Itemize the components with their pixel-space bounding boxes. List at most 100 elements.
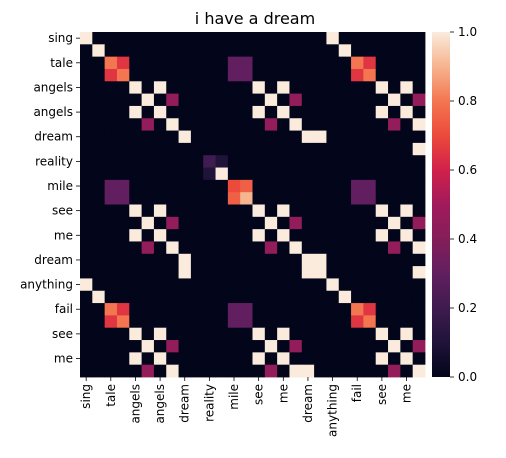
heatmap-cell: [301, 216, 315, 230]
heatmap-cell: [166, 216, 179, 230]
heatmap-cell: [80, 303, 93, 316]
heatmap-cell: [215, 303, 229, 316]
heatmap-cell: [388, 278, 401, 292]
heatmap-cell: [104, 118, 118, 131]
heatmap-cell: [363, 155, 377, 168]
heatmap-cell: [80, 278, 93, 292]
heatmap-cell: [178, 216, 192, 230]
heatmap-cell: [314, 192, 327, 205]
heatmap-cell: [363, 32, 377, 45]
heatmap-cell: [277, 204, 290, 218]
heatmap-cell: [400, 32, 414, 45]
heatmap-cell: [277, 56, 290, 70]
heatmap-cell: [166, 303, 179, 316]
heatmap-cell: [301, 81, 315, 95]
heatmap-cell: [277, 105, 290, 119]
heatmap-cell: [351, 315, 364, 329]
heatmap-cell: [104, 241, 118, 255]
heatmap-cell: [326, 315, 340, 329]
heatmap-cell: [203, 68, 216, 82]
heatmap-cell: [153, 81, 167, 95]
x-tick-label: reality: [202, 384, 216, 422]
heatmap-cell: [240, 81, 253, 95]
heatmap-cell: [215, 179, 229, 193]
heatmap-cell: [178, 32, 192, 45]
y-tick-label: fail: [55, 302, 73, 316]
heatmap-cell: [240, 303, 253, 316]
heatmap-cell: [277, 130, 290, 144]
heatmap-cell: [338, 93, 352, 107]
heatmap-cell: [326, 56, 340, 70]
heatmap-cell: [289, 155, 303, 168]
heatmap-cell: [375, 290, 389, 304]
heatmap-cell: [338, 142, 352, 156]
heatmap-cell: [129, 290, 143, 304]
heatmap-cell: [375, 303, 389, 316]
heatmap-cell: [400, 56, 414, 70]
heatmap-cell: [104, 315, 118, 329]
heatmap-cell: [388, 68, 401, 82]
heatmap-cell: [400, 315, 414, 329]
heatmap-cell: [301, 130, 315, 144]
heatmap-cell: [314, 32, 327, 45]
heatmap-cell: [227, 192, 241, 205]
heatmap-cell: [412, 253, 426, 267]
heatmap-cell: [80, 266, 93, 279]
heatmap-cell: [277, 352, 290, 366]
heatmap-cell: [166, 81, 179, 95]
heatmap-cell: [264, 315, 278, 329]
heatmap-cell: [227, 105, 241, 119]
heatmap-cell: [277, 167, 290, 181]
heatmap-cell: [326, 216, 340, 230]
heatmap-cell: [178, 327, 192, 341]
heatmap-cell: [338, 130, 352, 144]
heatmap-cell: [240, 241, 253, 255]
heatmap-cell: [363, 253, 377, 267]
heatmap-cell: [252, 278, 266, 292]
heatmap-cell: [190, 179, 204, 193]
x-tick-label: fail: [350, 384, 364, 402]
heatmap-cell: [412, 179, 426, 193]
heatmap-cell: [326, 364, 340, 378]
heatmap-cell: [240, 118, 253, 131]
heatmap-cell: [400, 44, 414, 58]
heatmap-cell: [227, 364, 241, 378]
heatmap-cell: [252, 142, 266, 156]
heatmap-cell: [363, 352, 377, 366]
heatmap-cell: [129, 364, 143, 378]
heatmap-cell: [240, 192, 253, 205]
x-tick-label: dream: [301, 384, 315, 423]
heatmap-cell: [388, 142, 401, 156]
heatmap-cell: [203, 81, 216, 95]
heatmap-cell: [153, 93, 167, 107]
heatmap-cell: [314, 68, 327, 82]
heatmap-cell: [388, 253, 401, 267]
heatmap-cell: [104, 204, 118, 218]
heatmap-cell: [215, 204, 229, 218]
heatmap-cell: [400, 278, 414, 292]
heatmap-cell: [141, 290, 155, 304]
heatmap-cell: [227, 327, 241, 341]
heatmap-cell: [338, 155, 352, 168]
heatmap-cell: [363, 229, 377, 242]
heatmap-cell: [92, 68, 106, 82]
heatmap-cell: [289, 266, 303, 279]
heatmap-cell: [227, 130, 241, 144]
heatmap-cell: [227, 44, 241, 58]
heatmap-cell: [178, 290, 192, 304]
heatmap-cell: [141, 278, 155, 292]
heatmap-cell: [326, 155, 340, 168]
heatmap-cell: [252, 155, 266, 168]
heatmap-cell: [190, 229, 204, 242]
heatmap-cell: [375, 278, 389, 292]
heatmap-cell: [412, 352, 426, 366]
heatmap-cell: [289, 229, 303, 242]
heatmap-cell: [326, 340, 340, 353]
heatmap-cell: [190, 118, 204, 131]
heatmap-cell: [326, 352, 340, 366]
heatmap-cell: [80, 105, 93, 119]
heatmap-cell: [80, 32, 93, 45]
heatmap-cell: [252, 118, 266, 131]
heatmap-cell: [104, 290, 118, 304]
heatmap-cell: [141, 155, 155, 168]
